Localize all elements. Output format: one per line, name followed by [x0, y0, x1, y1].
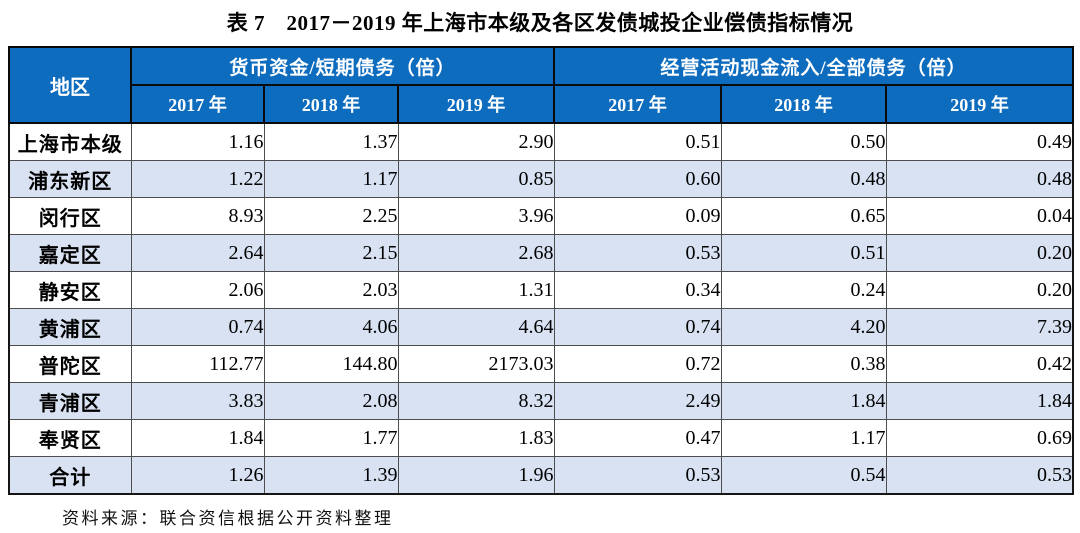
value-cell: 1.16 — [130, 122, 265, 161]
value-cell: 2.08 — [263, 382, 399, 420]
value-cell: 1.83 — [397, 419, 555, 457]
value-cell: 3.83 — [130, 382, 265, 420]
table-row: 奉贤区 1.84 1.77 1.83 0.47 1.17 0.69 — [8, 419, 1074, 457]
table-row: 普陀区 112.77 144.80 2173.03 0.72 0.38 0.42 — [8, 345, 1074, 383]
value-cell: 0.38 — [720, 345, 887, 383]
value-cell: 0.34 — [553, 271, 722, 309]
value-cell: 0.20 — [885, 271, 1074, 309]
table-row: 上海市本级 1.16 1.37 2.90 0.51 0.50 0.49 — [8, 122, 1074, 161]
value-cell: 0.51 — [553, 122, 722, 161]
region-cell: 青浦区 — [8, 382, 132, 420]
value-cell: 1.39 — [263, 456, 399, 495]
value-cell: 0.20 — [885, 234, 1074, 272]
group-header-cashflow-to-total-debt: 经营活动现金流入/全部债务（倍） — [552, 46, 1075, 86]
value-cell: 1.26 — [130, 456, 265, 495]
value-cell: 0.47 — [553, 419, 722, 457]
value-cell: 2.15 — [263, 234, 399, 272]
table-row-total: 合计 1.26 1.39 1.96 0.53 0.54 0.53 — [8, 456, 1074, 495]
value-cell: 3.96 — [397, 197, 555, 235]
value-cell: 0.74 — [553, 308, 722, 346]
region-cell: 奉贤区 — [8, 419, 132, 457]
value-cell: 144.80 — [263, 345, 399, 383]
region-cell: 普陀区 — [8, 345, 132, 383]
value-cell: 0.50 — [720, 122, 887, 161]
source-note: 资料来源：联合资信根据公开资料整理 — [62, 509, 394, 528]
value-cell: 2.49 — [553, 382, 722, 420]
region-cell: 静安区 — [8, 271, 132, 309]
region-cell: 闵行区 — [8, 197, 132, 235]
table-row: 青浦区 3.83 2.08 8.32 2.49 1.84 1.84 — [8, 382, 1074, 420]
value-cell: 1.77 — [263, 419, 399, 457]
year-header: 2017 年 — [553, 84, 722, 124]
value-cell: 0.53 — [553, 456, 722, 495]
value-cell: 0.48 — [720, 160, 887, 198]
year-header: 2017 年 — [130, 84, 265, 124]
value-cell: 1.17 — [720, 419, 887, 457]
table-row: 闵行区 8.93 2.25 3.96 0.09 0.65 0.04 — [8, 197, 1074, 235]
region-cell: 合计 — [8, 456, 132, 495]
table-row: 嘉定区 2.64 2.15 2.68 0.53 0.51 0.20 — [8, 234, 1074, 272]
value-cell: 0.65 — [720, 197, 887, 235]
value-cell: 2.64 — [130, 234, 265, 272]
header-row-groups: 地区 货币资金/短期债务（倍） 经营活动现金流入/全部债务（倍） — [8, 46, 1075, 124]
value-cell: 2.25 — [263, 197, 399, 235]
value-cell: 0.24 — [720, 271, 887, 309]
region-cell: 上海市本级 — [8, 122, 132, 161]
value-cell: 4.64 — [397, 308, 555, 346]
value-cell: 7.39 — [885, 308, 1074, 346]
table-body: 上海市本级 1.16 1.37 2.90 0.51 0.50 0.49 浦东新区… — [8, 122, 1074, 495]
value-cell: 8.93 — [130, 197, 265, 235]
value-cell: 1.37 — [263, 122, 399, 161]
value-cell: 0.69 — [885, 419, 1074, 457]
value-cell: 2.68 — [397, 234, 555, 272]
value-cell: 4.06 — [263, 308, 399, 346]
table-title: 表 7 2017－2019 年上海市本级及各区发债城投企业偿债指标情况 — [226, 11, 854, 35]
value-cell: 0.74 — [130, 308, 265, 346]
region-cell: 黄浦区 — [8, 308, 132, 346]
value-cell: 0.49 — [885, 122, 1074, 161]
value-cell: 1.17 — [263, 160, 399, 198]
value-cell: 0.53 — [885, 456, 1074, 495]
value-cell: 1.84 — [885, 382, 1074, 420]
table-row: 浦东新区 1.22 1.17 0.85 0.60 0.48 0.48 — [8, 160, 1074, 198]
value-cell: 1.84 — [130, 419, 265, 457]
value-cell: 0.54 — [720, 456, 887, 495]
value-cell: 0.72 — [553, 345, 722, 383]
region-cell: 嘉定区 — [8, 234, 132, 272]
value-cell: 2.06 — [130, 271, 265, 309]
value-cell: 0.09 — [553, 197, 722, 235]
value-cell: 1.84 — [720, 382, 887, 420]
value-cell: 8.32 — [397, 382, 555, 420]
year-header: 2018 年 — [720, 84, 887, 124]
value-cell: 0.42 — [885, 345, 1074, 383]
value-cell: 2.90 — [397, 122, 555, 161]
year-header: 2019 年 — [397, 84, 555, 124]
year-header: 2018 年 — [263, 84, 399, 124]
value-cell: 0.04 — [885, 197, 1074, 235]
value-cell: 1.31 — [397, 271, 555, 309]
table-header: 地区 货币资金/短期债务（倍） 经营活动现金流入/全部债务（倍） 2017 年 … — [8, 46, 1075, 124]
group-header-cash-to-short-debt: 货币资金/短期债务（倍） — [130, 46, 555, 86]
header-row-years: 2017 年 2018 年 2019 年 2017 年 2018 年 2019 … — [9, 84, 1075, 124]
value-cell: 4.20 — [720, 308, 887, 346]
year-header: 2019 年 — [884, 84, 1075, 124]
value-cell: 112.77 — [130, 345, 265, 383]
region-cell: 浦东新区 — [8, 160, 132, 198]
value-cell: 1.22 — [130, 160, 265, 198]
value-cell: 0.85 — [397, 160, 555, 198]
table-row: 静安区 2.06 2.03 1.31 0.34 0.24 0.20 — [8, 271, 1074, 309]
value-cell: 2173.03 — [397, 345, 555, 383]
value-cell: 1.96 — [397, 456, 555, 495]
value-cell: 0.60 — [553, 160, 722, 198]
value-cell: 0.48 — [885, 160, 1074, 198]
value-cell: 0.53 — [553, 234, 722, 272]
debt-indicator-table: 地区 货币资金/短期债务（倍） 经营活动现金流入/全部债务（倍） 2017 年 … — [8, 46, 1075, 495]
table-row: 黄浦区 0.74 4.06 4.64 0.74 4.20 7.39 — [8, 308, 1074, 346]
value-cell: 0.51 — [720, 234, 887, 272]
value-cell: 2.03 — [263, 271, 399, 309]
corner-header-region: 地区 — [8, 46, 132, 124]
